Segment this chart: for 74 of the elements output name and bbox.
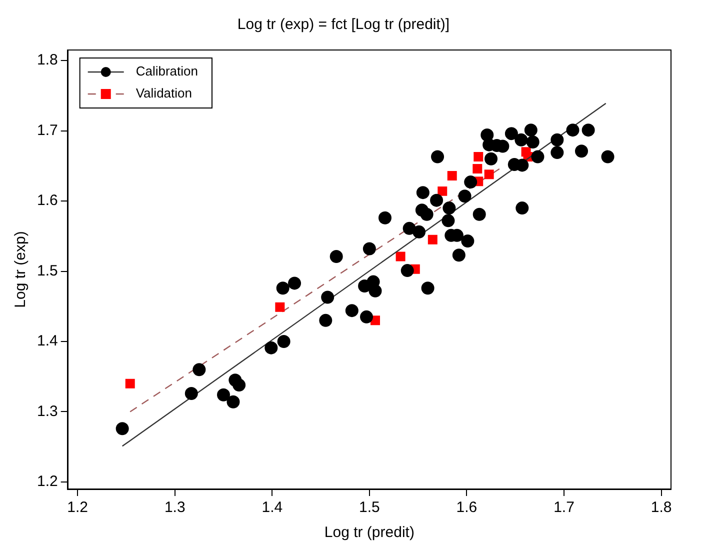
point	[472, 208, 486, 221]
point	[400, 264, 414, 278]
point	[516, 202, 529, 215]
y-axis-title: Log tr (exp)	[12, 231, 30, 308]
point	[458, 190, 472, 203]
point	[275, 302, 285, 312]
point	[232, 378, 246, 392]
point	[575, 144, 588, 158]
point	[276, 282, 290, 295]
point	[582, 124, 595, 137]
point	[368, 284, 382, 298]
x-tick-label: 1.2	[67, 499, 88, 516]
point	[362, 242, 376, 256]
point	[396, 252, 406, 262]
point	[412, 225, 426, 238]
point	[226, 395, 240, 408]
point	[550, 146, 564, 160]
point	[531, 150, 544, 164]
point	[442, 202, 456, 215]
point	[430, 194, 444, 207]
point	[550, 133, 564, 146]
point	[217, 388, 230, 402]
y-tick-label: 1.8	[36, 52, 58, 69]
point	[438, 186, 448, 196]
x-tick-label: 1.5	[358, 499, 380, 516]
legend-label: Calibration	[136, 64, 198, 79]
point	[345, 304, 358, 318]
point	[447, 170, 457, 180]
point	[431, 150, 444, 164]
point	[524, 124, 538, 137]
legend-label: Validation	[136, 86, 192, 101]
y-tick-label: 1.6	[36, 192, 58, 210]
point	[264, 341, 278, 354]
x-tick-label: 1.6	[456, 499, 478, 516]
x-tick-label: 1.3	[164, 499, 186, 516]
point	[566, 124, 580, 137]
x-axis-title: Log tr (predit)	[324, 524, 414, 542]
point	[192, 363, 206, 376]
x-tick-label: 1.4	[262, 499, 283, 516]
point	[321, 290, 334, 304]
point	[330, 250, 343, 264]
point	[504, 127, 518, 140]
point	[420, 208, 434, 221]
point	[601, 150, 614, 164]
y-tick-label: 1.5	[36, 262, 58, 280]
point	[516, 158, 529, 172]
y-tick-label: 1.3	[36, 402, 58, 420]
point	[416, 186, 430, 200]
y-tick-label: 1.7	[36, 122, 58, 139]
point	[484, 152, 498, 166]
point	[184, 386, 198, 400]
y-tick-label: 1.4	[36, 332, 58, 350]
point	[442, 214, 455, 228]
point	[421, 282, 434, 295]
point	[514, 133, 528, 146]
point	[474, 152, 484, 162]
point	[452, 248, 466, 262]
y-tick-label: 1.2	[36, 473, 58, 490]
point	[484, 170, 494, 180]
point	[472, 164, 482, 174]
point	[428, 234, 438, 244]
point	[319, 314, 332, 327]
chart-title: Log tr (exp) = fct [Log tr (predit)]	[237, 16, 450, 34]
point	[464, 176, 478, 189]
point	[116, 422, 129, 436]
point	[288, 276, 302, 290]
x-tick-label: 1.7	[554, 499, 574, 516]
point	[125, 378, 135, 388]
point	[360, 310, 374, 324]
point	[526, 136, 540, 149]
point	[277, 334, 290, 348]
point	[378, 211, 392, 224]
x-tick-label: 1.8	[650, 499, 672, 516]
point	[461, 234, 474, 248]
